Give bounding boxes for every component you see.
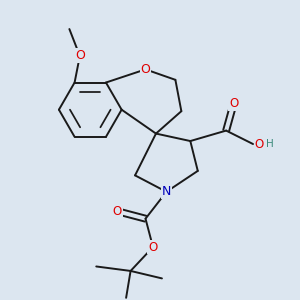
Text: N: N: [162, 185, 171, 198]
Text: O: O: [229, 97, 238, 110]
Text: O: O: [112, 205, 122, 218]
Text: O: O: [141, 63, 151, 76]
Text: O: O: [75, 50, 85, 62]
Text: O: O: [148, 241, 158, 254]
Text: O: O: [254, 137, 264, 151]
Text: H: H: [266, 139, 273, 149]
